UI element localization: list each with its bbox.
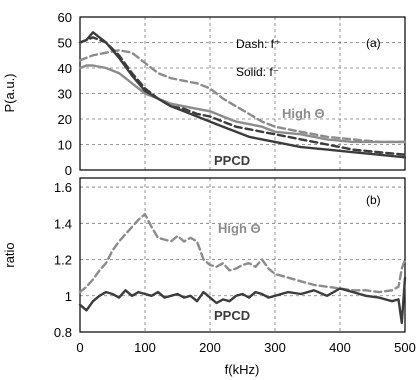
series-b bbox=[78, 212, 407, 325]
x-tick-label: 100 bbox=[134, 340, 156, 355]
y-tick-label: 60 bbox=[58, 10, 72, 25]
y-tick-label: 0.8 bbox=[54, 325, 72, 340]
x-tick-label: 500 bbox=[394, 340, 416, 355]
x-tick-label: 200 bbox=[199, 340, 221, 355]
y-tick-label: 20 bbox=[58, 112, 72, 127]
series-label-high-theta-a: High Θ bbox=[282, 106, 325, 121]
series-a bbox=[78, 31, 407, 159]
series-line-high-theta-dash bbox=[78, 212, 407, 294]
series-label-ppcd-b: PPCD bbox=[214, 308, 250, 323]
y-axis-label-b: ratio bbox=[2, 242, 17, 267]
panel-label-a: (a) bbox=[366, 36, 381, 50]
x-tick-label: 300 bbox=[264, 340, 286, 355]
xticks-b: 0 100 200 300 400 500 bbox=[76, 340, 415, 355]
series-line-ppcd-dash bbox=[78, 36, 407, 156]
series-line-ppcd-solid bbox=[78, 276, 407, 325]
plot-area-a bbox=[79, 16, 406, 171]
panel-a: 0 10 20 30 40 50 60 P(a.u.) (a) Dash: f⁺ Solid… bbox=[2, 10, 407, 178]
yticks-b: 0.8 1 1.2 1.4 1.6 bbox=[54, 180, 72, 340]
legend-solid-annotation: Solid: f⁻ bbox=[236, 65, 279, 79]
y-tick-label: 10 bbox=[58, 138, 72, 153]
x-tick-label: 400 bbox=[329, 340, 351, 355]
y-tick-label: 1.2 bbox=[54, 253, 72, 268]
panel-b: 0.8 1 1.2 1.4 1.6 0 100 200 300 400 500 ratio f(k… bbox=[2, 177, 416, 377]
x-axis-label: f(kHz) bbox=[225, 362, 260, 377]
yticks-a: 0 10 20 30 40 50 60 bbox=[58, 10, 72, 178]
y-axis-label-a: P(a.u.) bbox=[2, 73, 17, 112]
y-tick-label: 30 bbox=[58, 87, 72, 102]
y-tick-label: 50 bbox=[58, 36, 72, 51]
grid-a bbox=[80, 17, 405, 170]
y-tick-label: 1 bbox=[65, 289, 72, 304]
series-label-high-theta-b: High Θ bbox=[218, 221, 261, 236]
y-tick-label: 0 bbox=[65, 163, 72, 178]
y-tick-label: 1.6 bbox=[54, 180, 72, 195]
y-tick-label: 40 bbox=[58, 61, 72, 76]
series-label-ppcd-a: PPCD bbox=[214, 153, 250, 168]
series-line-ppcd-solid bbox=[78, 31, 407, 159]
legend-dash-annotation: Dash: f⁺ bbox=[236, 37, 280, 51]
series-line-high-theta-solid bbox=[78, 64, 407, 144]
plot-area-b bbox=[79, 177, 406, 333]
panel-label-b: (b) bbox=[366, 193, 381, 207]
y-tick-label: 1.4 bbox=[54, 216, 72, 231]
x-tick-label: 0 bbox=[76, 340, 83, 355]
